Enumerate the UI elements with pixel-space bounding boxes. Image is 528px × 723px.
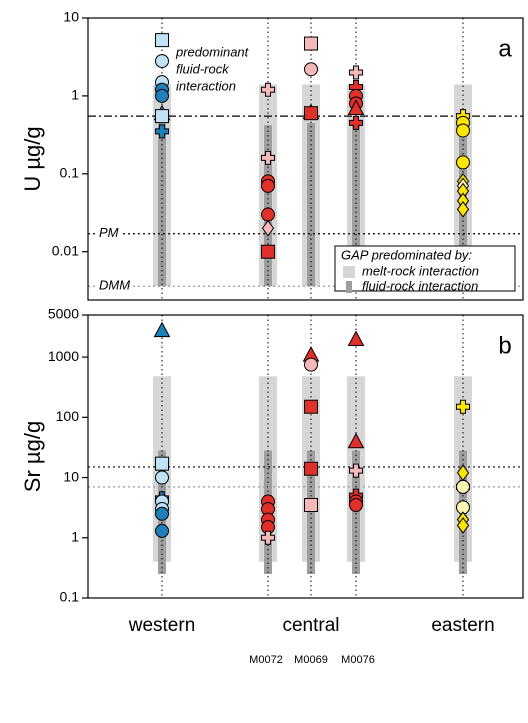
marker [155,506,169,521]
marker [261,530,275,545]
marker [261,178,275,193]
marker [155,124,169,139]
legend-swatch [346,281,352,293]
marker [349,498,363,513]
legend-box [334,245,516,292]
y-tick-label: 100 [56,408,80,424]
y-axis-label: Sr µg/g [20,421,45,492]
fluid-range-bar [352,122,360,287]
marker [261,150,275,165]
reference-label: DMM [99,278,130,293]
marker [347,432,365,449]
legend-label: melt-rock interaction [362,263,479,278]
annotation: fluid-rock [176,61,230,76]
x-sample-label: M0072 [249,654,283,666]
marker [261,244,275,259]
marker [261,207,275,222]
marker [155,456,169,471]
y-tick-label: 10 [63,468,79,484]
label-bg [96,225,120,242]
y-tick-label: 0.1 [60,165,80,181]
marker [456,123,470,138]
fluid-range-bar [158,122,166,287]
y-tick-label: 0.1 [60,589,80,605]
marker [304,36,318,51]
fluid-range-bar [307,450,315,575]
panel-label: b [498,332,511,359]
marker [304,62,318,77]
marker [304,498,318,513]
legend-label: fluid-rock interaction [362,278,478,293]
marker [349,65,363,80]
x-sample-label: M0076 [341,654,375,666]
x-group-label: western [128,615,196,636]
fluid-range-bar [352,450,360,575]
x-group-label: central [282,615,339,636]
marker [304,357,318,372]
marker [456,517,470,534]
reference-label: PM [99,225,119,240]
y-tick-label: 5000 [48,306,79,322]
marker [304,461,318,476]
x-group-label: eastern [431,615,494,636]
marker [155,88,169,103]
fluid-range-bar [264,125,272,287]
fluid-range-bar [307,122,315,287]
marker [456,399,470,414]
y-tick-label: 1 [71,87,79,103]
marker [261,219,275,237]
annotation: interaction [176,78,236,93]
marker [456,155,470,170]
marker [155,33,169,48]
marker [456,200,470,218]
marker [261,82,275,97]
y-tick-label: 1 [71,528,79,544]
y-tick-label: 0.01 [52,242,79,258]
plot-frame [87,314,524,599]
marker [304,106,318,121]
y-tick-label: 1000 [48,348,79,364]
marker [347,330,365,346]
marker [304,399,318,414]
marker [155,523,169,538]
marker [155,470,169,485]
plot-frame [87,17,524,301]
annotation: predominant [175,44,250,59]
y-axis-label: U µg/g [20,126,45,191]
legend-swatch [343,266,355,278]
marker [456,479,470,494]
x-sample-label: M0069 [294,654,328,666]
marker [155,109,169,124]
marker [155,54,169,69]
panel-label: a [498,35,512,62]
legend-title: GAP predominated by: [341,247,472,262]
marker [349,115,363,130]
label-bg [96,278,129,295]
marker [153,321,171,338]
marker [347,99,365,115]
y-tick-label: 10 [63,9,79,25]
marker [349,463,363,478]
